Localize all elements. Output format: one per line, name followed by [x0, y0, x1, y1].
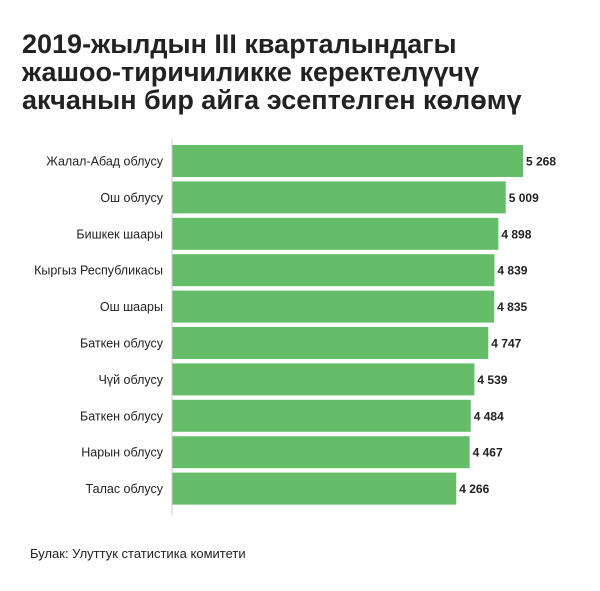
- bar-7: [172, 363, 475, 396]
- value-label: 4 839: [497, 264, 527, 278]
- category-label: Ош шаары: [100, 300, 163, 314]
- bar-4: [172, 254, 495, 287]
- bar-10: [172, 472, 457, 505]
- bar-1: [172, 145, 523, 177]
- source-note: Булак: Улуттук статистика комитети: [30, 546, 246, 561]
- bar-8: [172, 399, 471, 432]
- value-label: 4 484: [474, 409, 504, 423]
- category-label: Баткен облусу: [80, 337, 164, 351]
- value-label: 5 009: [509, 191, 539, 205]
- category-label: Нарын облусу: [81, 446, 163, 460]
- category-label: Талас облусу: [86, 482, 164, 496]
- category-label: Чүй облусу: [99, 373, 164, 387]
- bar-9: [172, 436, 470, 469]
- value-label: 4 266: [459, 482, 489, 496]
- bar-5: [172, 290, 495, 323]
- value-label: 5 268: [526, 155, 556, 169]
- category-label: Жалал-Абад облусу: [46, 155, 163, 169]
- value-label: 4 539: [477, 373, 507, 387]
- category-label: Баткен облусу: [80, 409, 164, 423]
- value-label: 4 747: [491, 337, 521, 351]
- value-label: 4 467: [473, 446, 503, 460]
- bar-2: [172, 181, 506, 214]
- bar-3: [172, 217, 499, 250]
- chart-title: 2019-жылдын III кварталындагы жашоо-тири…: [22, 30, 582, 114]
- chart-title-line-2: жашоо-тиричиликке керектелүүчү: [22, 57, 480, 87]
- value-label: 4 835: [497, 300, 527, 314]
- chart-title-line-1: 2019-жылдын III кварталындагы: [22, 29, 457, 59]
- category-label: Бишкек шаары: [76, 227, 163, 241]
- category-label: Ош облусу: [100, 191, 163, 205]
- category-label: Кыргыз Республикасы: [34, 264, 163, 278]
- chart-title-line-3: акчанын бир айга эсептелген көлөмү: [22, 85, 522, 115]
- value-label: 4 898: [501, 227, 531, 241]
- bar-6: [172, 327, 489, 359]
